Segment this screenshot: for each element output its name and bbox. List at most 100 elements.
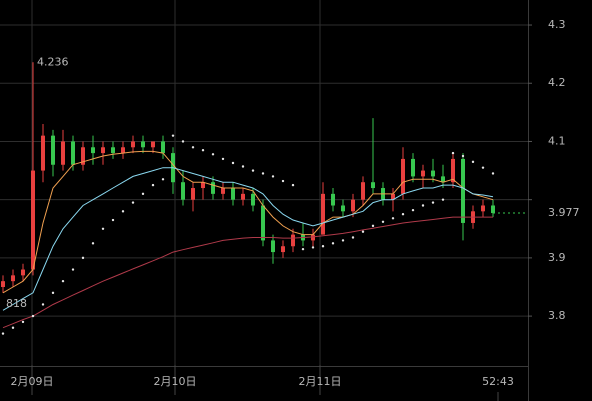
candle-body — [241, 193, 245, 200]
candle-body — [1, 281, 5, 287]
candle-body — [291, 234, 295, 247]
sar-dot — [381, 220, 385, 223]
sar-dot — [261, 172, 265, 175]
candle-body — [101, 147, 105, 154]
sar-dot — [411, 208, 415, 212]
candle-body — [481, 205, 485, 212]
sar-dot — [461, 154, 465, 158]
candle-body — [401, 158, 405, 194]
candle-body — [51, 135, 55, 165]
sar-dot — [481, 166, 485, 169]
candle-body — [131, 141, 135, 148]
current-price-label: 3.977 — [548, 206, 580, 219]
candle-body — [181, 182, 185, 200]
candle-body — [21, 269, 25, 276]
sar-dot — [311, 246, 315, 249]
sar-dot — [61, 279, 65, 283]
sar-dot — [341, 239, 345, 242]
candle-body — [321, 193, 325, 235]
candle-body — [311, 234, 315, 241]
sar-dot — [81, 256, 85, 260]
candle-body — [151, 141, 155, 148]
sar-dot — [491, 172, 495, 175]
candle-body — [71, 141, 75, 165]
candle-body — [421, 170, 425, 177]
sar-dot — [401, 213, 405, 216]
candle-body — [411, 158, 415, 177]
candle-body — [441, 176, 445, 183]
candle-body — [211, 182, 215, 194]
candle-body — [41, 135, 45, 171]
candle-body — [261, 205, 265, 241]
sar-dot — [351, 236, 355, 239]
sar-dot — [21, 320, 25, 324]
sar-dot — [291, 183, 295, 187]
sar-dot — [201, 148, 205, 152]
moving-average — [2, 216, 493, 329]
candle-body — [81, 147, 85, 165]
sar-dot — [471, 160, 475, 164]
sar-dot — [41, 303, 45, 306]
sar-dot — [1, 332, 5, 335]
candle-body — [341, 205, 345, 212]
sar-dot — [111, 218, 115, 222]
sar-dot — [91, 242, 95, 245]
sar-dot — [281, 179, 285, 183]
moving-average — [2, 150, 494, 294]
sar-dot — [271, 175, 275, 178]
sar-dot — [231, 161, 235, 165]
candle-body — [221, 188, 225, 194]
moving-average — [2, 167, 494, 311]
sar-dot — [121, 210, 125, 213]
y-tick-label: 4.1 — [548, 134, 566, 147]
candle-body — [361, 182, 365, 200]
sar-dot — [101, 227, 105, 230]
sar-dot — [141, 192, 145, 196]
candle-body — [371, 182, 375, 189]
candle-body — [451, 158, 455, 183]
x-tick-label: 2月10日 — [154, 375, 197, 388]
y-tick-label: 3.9 — [548, 251, 566, 264]
candle-body — [461, 158, 465, 223]
candle-body — [491, 205, 495, 214]
time-label: 52:43 — [482, 375, 514, 388]
candle-body — [271, 240, 275, 253]
y-tick-label: 4.3 — [548, 18, 566, 31]
sar-dot — [31, 314, 35, 318]
x-tick-label: 2月09日 — [11, 375, 54, 388]
candle-body — [191, 188, 195, 200]
candle-body — [111, 147, 115, 154]
sar-dot — [241, 165, 245, 168]
sar-dot — [451, 151, 455, 155]
sar-dot — [441, 198, 445, 201]
sar-dot — [131, 201, 135, 204]
y-tick-label: 3.8 — [548, 309, 566, 322]
y-tick-label: 4.2 — [548, 76, 566, 89]
candle-body — [431, 170, 435, 177]
sar-dot — [211, 153, 215, 156]
sar-dot — [191, 146, 195, 149]
sar-dot — [221, 157, 225, 161]
x-tick-label: 2月11日 — [299, 375, 342, 388]
candle-body — [161, 141, 165, 154]
sar-dot — [331, 242, 335, 245]
sar-dot — [251, 169, 255, 172]
sar-dot — [71, 268, 75, 271]
sar-dot — [321, 245, 325, 248]
sar-dot — [171, 134, 175, 137]
sar-dot — [181, 140, 185, 143]
candle-body — [141, 141, 145, 148]
candle-body — [231, 188, 235, 200]
candle-body — [61, 141, 65, 165]
candle-body — [121, 147, 125, 154]
candle-body — [331, 193, 335, 206]
sar-dot — [151, 183, 155, 187]
candle-body — [251, 193, 255, 206]
candle-body — [201, 182, 205, 189]
sar-dot — [51, 291, 55, 295]
candle-body — [281, 246, 285, 253]
sar-dot — [301, 247, 305, 251]
sar-dot — [391, 217, 395, 220]
